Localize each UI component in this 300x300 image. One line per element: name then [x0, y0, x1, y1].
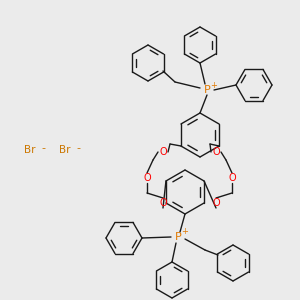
Text: O: O [143, 173, 151, 183]
Text: P: P [204, 85, 210, 95]
Text: O: O [159, 198, 167, 208]
Text: +: + [211, 80, 218, 89]
Text: -: - [76, 143, 80, 153]
Text: -: - [41, 143, 45, 153]
Text: Br: Br [59, 145, 71, 155]
Text: P: P [175, 232, 182, 242]
Text: O: O [212, 147, 220, 157]
Text: +: + [182, 227, 188, 236]
Text: Br: Br [24, 145, 36, 155]
Text: O: O [159, 147, 167, 157]
Text: O: O [212, 198, 220, 208]
Text: O: O [228, 173, 236, 183]
